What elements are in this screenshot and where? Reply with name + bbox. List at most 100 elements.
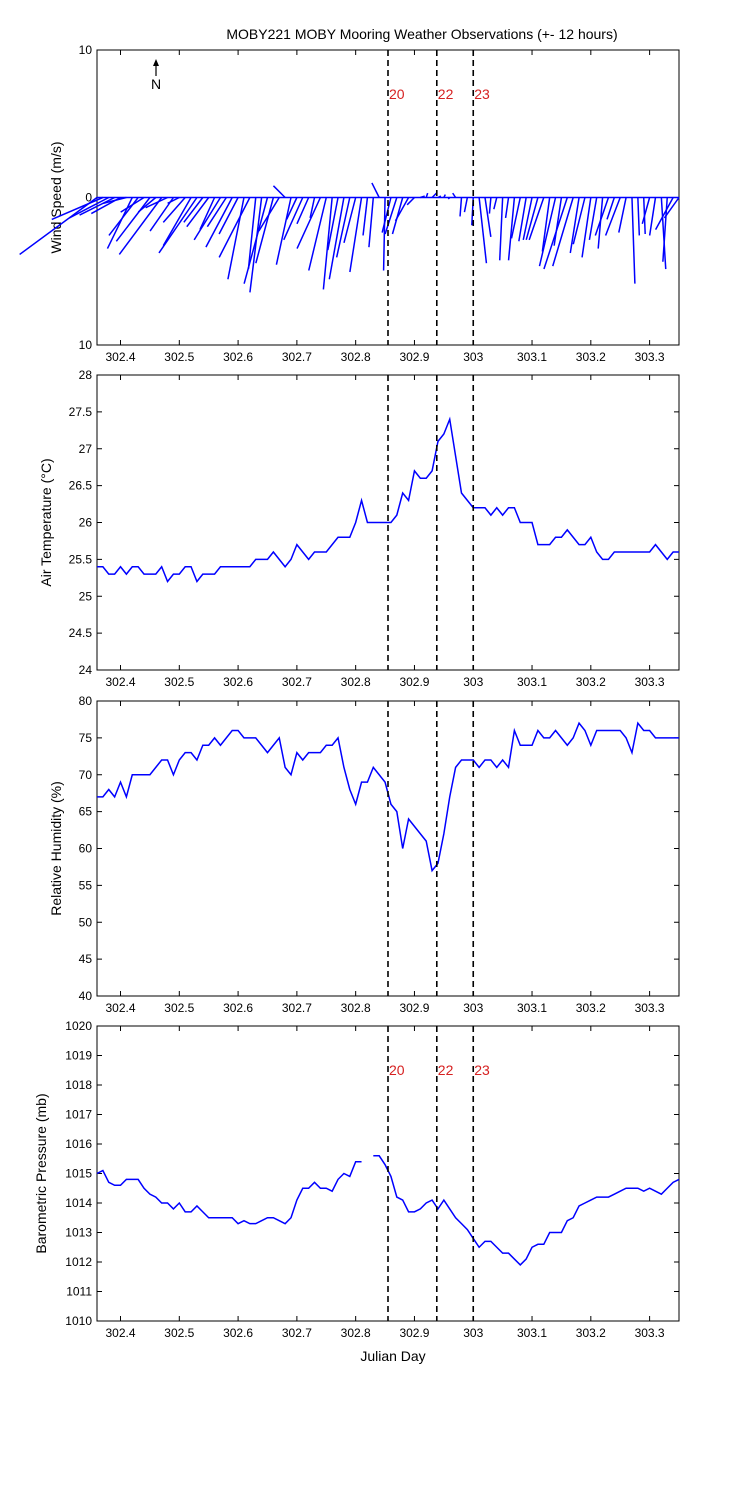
humidity-panel: 302.4 302.5 302.6 302.7 302.8 302.9 303 303.1 30…	[48, 694, 680, 1015]
wind-stick	[328, 197, 345, 280]
x-tick-label: 303.1	[517, 1326, 547, 1340]
event-label: 20	[389, 86, 405, 102]
pressure-series-line	[373, 1155, 680, 1267]
x-tick-label: 303.1	[517, 1001, 547, 1015]
wind-stick	[648, 197, 657, 236]
wind-stick	[183, 197, 204, 223]
wind-stick	[199, 197, 216, 230]
wind-stick	[158, 197, 198, 254]
airtemp-y-label: Air Temperature (°C)	[38, 458, 54, 586]
wind-stick	[249, 197, 263, 293]
north-label: N	[151, 76, 161, 92]
pressure-panel: 302.4 302.5 302.6 302.7 302.8 302.9 303 303.1 30…	[33, 1019, 680, 1340]
x-tick-label: 302.9	[399, 1001, 429, 1015]
airtemp-series-line	[97, 416, 679, 583]
x-tick-label: 302.6	[223, 1326, 253, 1340]
x-tick-label: 303.1	[517, 350, 547, 364]
x-tick-label: 303	[463, 1001, 483, 1015]
wind-stick	[541, 197, 551, 252]
wind-stick	[296, 197, 310, 225]
wind-stick	[384, 197, 398, 235]
wind-stick	[618, 197, 627, 233]
wind-stick	[162, 197, 192, 247]
y-tick-label: 1011	[66, 1285, 92, 1299]
wind-stick	[349, 197, 363, 273]
y-tick-label: 50	[79, 915, 93, 929]
y-tick-label: 24	[79, 663, 93, 677]
wind-stick	[285, 197, 298, 220]
y-tick-label: 10	[79, 338, 93, 352]
wind-stick	[552, 197, 574, 267]
wind-stick	[459, 197, 463, 217]
event-label: 22	[438, 86, 454, 102]
wind-stick	[118, 197, 163, 255]
y-tick-label: 1010	[65, 1314, 92, 1328]
y-tick-label: 65	[79, 805, 93, 819]
event-label: 20	[389, 1062, 405, 1078]
wind-stick	[406, 196, 415, 206]
x-tick-label: 302.9	[399, 350, 429, 364]
y-tick-label: 45	[79, 952, 93, 966]
wind-stick	[493, 197, 498, 210]
y-tick-label: 10	[79, 43, 93, 57]
wind-stick	[522, 197, 533, 240]
wind-stick	[581, 197, 592, 258]
wind-stick	[510, 197, 522, 239]
x-tick-label: 303.3	[635, 1001, 665, 1015]
event-label: 22	[438, 1062, 454, 1078]
x-tick-label: 303.3	[635, 675, 665, 689]
y-tick-label: 55	[79, 878, 93, 892]
x-tick-label: 302.6	[223, 1001, 253, 1015]
wind-stick	[19, 196, 98, 256]
wind-stick	[569, 197, 580, 254]
wind-stick	[382, 197, 386, 271]
x-tick-label: 302.4	[105, 1001, 135, 1015]
x-tick-label: 302.5	[164, 675, 194, 689]
x-tick-label: 302.8	[341, 675, 371, 689]
x-tick-label: 302.9	[399, 1326, 429, 1340]
y-tick-label: 27	[79, 442, 93, 456]
wind-stick	[218, 197, 251, 258]
wind-stick	[543, 197, 569, 270]
wind-stick	[518, 197, 527, 242]
wind-stick	[206, 197, 227, 228]
wind-stick	[186, 197, 210, 228]
x-tick-label: 302.5	[164, 1001, 194, 1015]
wind-panel: 302.4 302.5 302.6 302.7 302.8 302.9 303 303.1 30…	[19, 43, 680, 364]
y-tick-label: 60	[79, 842, 93, 856]
x-tick-label: 302.4	[105, 675, 135, 689]
wind-stick	[193, 197, 222, 241]
x-tick-label: 302.5	[164, 350, 194, 364]
y-tick-label: 1020	[65, 1019, 92, 1033]
x-tick-label: 302.4	[105, 1326, 135, 1340]
x-tick-label: 303	[463, 350, 483, 364]
wind-stick	[68, 196, 110, 219]
event-label: 23	[474, 86, 490, 102]
wind-stick	[381, 197, 392, 233]
y-tick-label: 1016	[65, 1137, 92, 1151]
wind-stick	[51, 196, 104, 221]
x-tick-label: 303.3	[635, 1326, 665, 1340]
y-tick-label: 1019	[65, 1049, 92, 1063]
wind-stick	[538, 197, 557, 267]
y-tick-label: 1015	[65, 1167, 92, 1181]
x-tick-label: 303.3	[635, 350, 665, 364]
y-tick-label: 26.5	[69, 479, 93, 493]
x-tick-label: 302.9	[399, 675, 429, 689]
wind-stick	[371, 182, 380, 198]
x-tick-label: 303	[463, 1326, 483, 1340]
wind-stick	[528, 197, 545, 241]
wind-stick	[120, 196, 145, 213]
airtemp-panel: 302.4 302.5 302.6 302.7 302.8 302.9 303 303.1 30…	[38, 368, 680, 689]
x-tick-label: 302.7	[282, 1001, 312, 1015]
chart-panels: 302.4 302.5 302.6 302.7 302.8 302.9 303 303.1 30…	[19, 43, 680, 1340]
wind-stick	[484, 197, 492, 238]
wind-stick	[227, 197, 245, 280]
y-tick-label: 40	[79, 989, 93, 1003]
y-tick-label: 70	[79, 768, 93, 782]
x-tick-label: 303.2	[576, 1001, 606, 1015]
wind-stick	[218, 197, 239, 235]
wind-stick	[368, 197, 375, 248]
wind-stick	[654, 197, 674, 230]
wind-stick	[606, 197, 616, 220]
